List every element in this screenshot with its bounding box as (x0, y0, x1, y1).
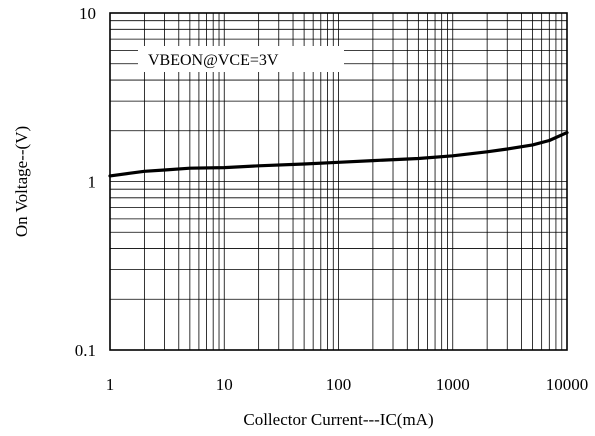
x-axis-label: Collector Current---IC(mA) (243, 410, 433, 429)
x-tick-label: 1 (106, 375, 115, 394)
x-tick-label: 10000 (546, 375, 589, 394)
y-axis-label: On Voltage--(V) (12, 126, 31, 237)
y-tick-label: 10 (79, 4, 96, 23)
x-tick-label: 10 (216, 375, 233, 394)
x-tick-label: 1000 (436, 375, 470, 394)
legend-text: VBEON@VCE=3V (148, 52, 279, 69)
plot-frame (109, 12, 568, 351)
legend-box (138, 46, 344, 72)
series-group (108, 131, 569, 178)
x-tick-label: 100 (326, 375, 352, 394)
legend: VBEON@VCE=3V (138, 46, 344, 72)
y-tick-label: 1 (88, 173, 97, 192)
y-tick-label: 0.1 (75, 341, 96, 360)
series-line (108, 131, 569, 178)
tick-labels: 1 10 100 1000 10000 0.1 1 10 (75, 4, 589, 394)
